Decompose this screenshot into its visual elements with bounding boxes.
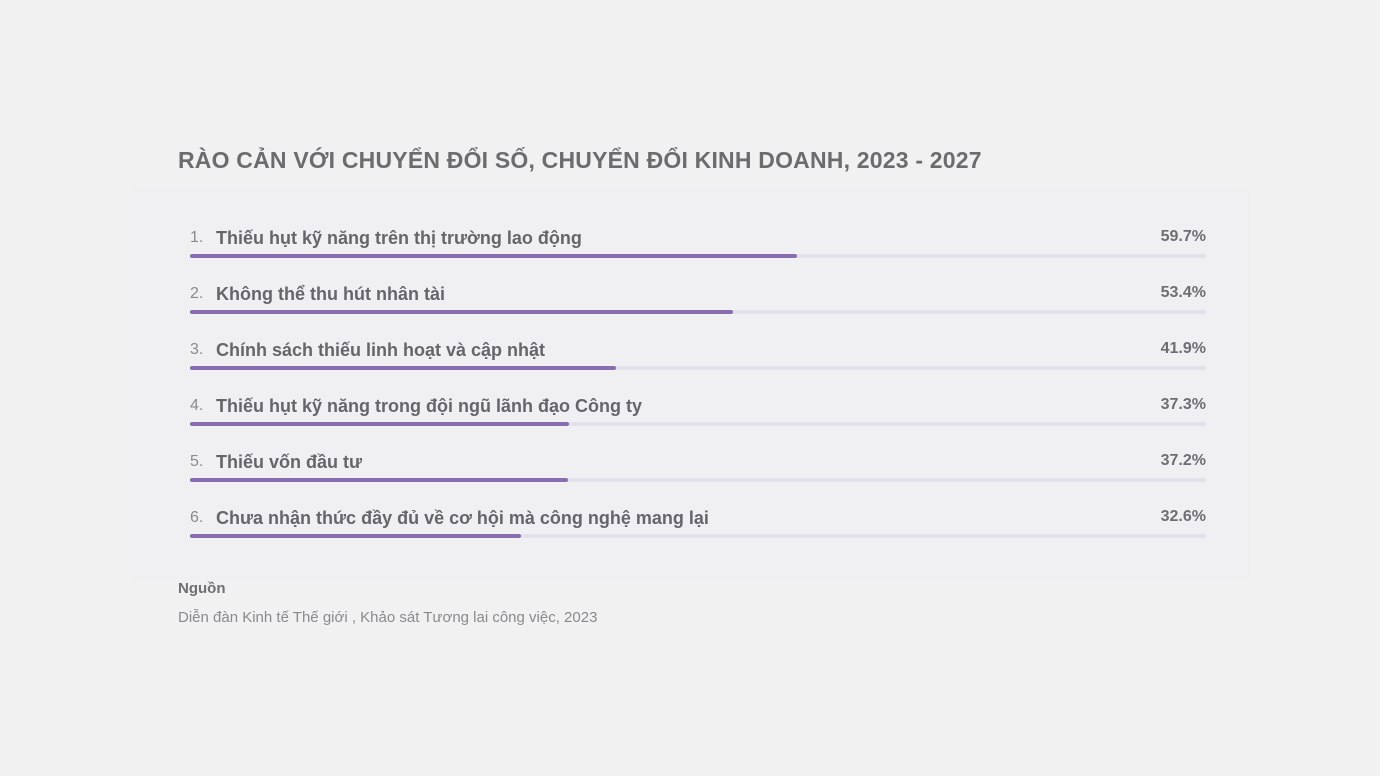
bar-value-label: 37.3% — [1160, 396, 1206, 413]
bar-row-header: 4. Thiếu hụt kỹ năng trong đội ngũ lãnh đ… — [190, 392, 1206, 420]
bar-row-header: 1. Thiếu hụt kỹ năng trên thị trường lao … — [190, 224, 1206, 252]
bar — [190, 254, 797, 258]
bar-rank: 2. — [190, 285, 204, 302]
bar-label: Thiếu hụt kỹ năng trong đội ngũ lãnh đạo… — [216, 395, 642, 416]
bar-label: Chính sách thiếu linh hoạt và cập nhật — [216, 339, 546, 360]
bar-row: 5. Thiếu vốn đầu tư 37.2% — [190, 448, 1206, 504]
chart-title: RÀO CẢN VỚI CHUYỂN ĐỔI SỐ, CHUYỂN ĐỔI KI… — [178, 147, 982, 173]
bar-row: 3. Chính sách thiếu linh hoạt và cập nhật… — [190, 336, 1206, 392]
bar-value-label: 59.7% — [1160, 228, 1206, 245]
bar — [190, 310, 733, 314]
bar-track — [190, 310, 1206, 314]
bar-track — [190, 534, 1206, 538]
bar — [190, 478, 568, 482]
bar-rank: 1. — [190, 229, 204, 246]
bar-list: 1. Thiếu hụt kỹ năng trên thị trường lao … — [190, 224, 1206, 560]
bar-label: Chưa nhận thức đầy đủ về cơ hội mà công … — [216, 507, 709, 528]
bar-track — [190, 366, 1206, 370]
bar-value-label: 41.9% — [1160, 340, 1206, 357]
bar-row: 1. Thiếu hụt kỹ năng trên thị trường lao … — [190, 224, 1206, 280]
bar-row: 6. Chưa nhận thức đầy đủ về cơ hội mà côn… — [190, 504, 1206, 560]
bar — [190, 534, 522, 538]
bar-rank: 3. — [190, 341, 204, 358]
bar-label: Thiếu vốn đầu tư — [216, 451, 363, 472]
source-heading: Nguồn — [178, 580, 226, 597]
bar — [190, 422, 569, 426]
bar-track — [190, 254, 1206, 258]
chart-card — [128, 188, 1250, 580]
bar-row: 2. Không thể thu hút nhân tài 53.4% — [190, 280, 1206, 336]
bar-label: Không thể thu hút nhân tài — [216, 283, 445, 304]
bar — [190, 366, 616, 370]
bar-row: 4. Thiếu hụt kỹ năng trong đội ngũ lãnh đ… — [190, 392, 1206, 448]
bar-label: Thiếu hụt kỹ năng trên thị trường lao độ… — [216, 227, 582, 248]
bar-row-header: 2. Không thể thu hút nhân tài 53.4% — [190, 280, 1206, 308]
bar-rank: 5. — [190, 453, 204, 470]
bar-rank: 6. — [190, 509, 204, 526]
bar-value-label: 53.4% — [1160, 284, 1206, 301]
bar-row-header: 3. Chính sách thiếu linh hoạt và cập nhật… — [190, 336, 1206, 364]
source-text: Diễn đàn Kinh tế Thế giới , Khảo sát Tươ… — [178, 609, 598, 626]
bar-value-label: 32.6% — [1160, 508, 1206, 525]
bar-row-header: 5. Thiếu vốn đầu tư 37.2% — [190, 448, 1206, 476]
bar-row-header: 6. Chưa nhận thức đầy đủ về cơ hội mà côn… — [190, 504, 1206, 532]
bar-track — [190, 478, 1206, 482]
bar-track — [190, 422, 1206, 426]
bar-rank: 4. — [190, 397, 204, 414]
bar-value-label: 37.2% — [1160, 452, 1206, 469]
